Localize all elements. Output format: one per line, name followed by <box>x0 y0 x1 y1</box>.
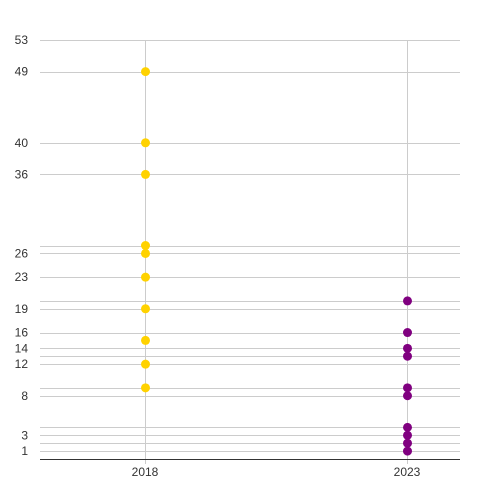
data-point-2023 <box>403 343 412 353</box>
y-tick-label: 36 <box>15 167 29 181</box>
y-tick-label: 26 <box>15 246 29 260</box>
y-tick-label: 19 <box>15 302 29 316</box>
data-point-2018 <box>141 67 150 77</box>
data-point-2023 <box>403 391 412 401</box>
x-tick-labels: 2018 2023 <box>132 459 421 479</box>
data-point-2018 <box>141 383 150 393</box>
data-point-2023 <box>403 438 412 448</box>
data-point-2018 <box>141 272 150 282</box>
data-point-2018 <box>141 241 150 251</box>
data-point-2023 <box>403 296 412 306</box>
y-tick-label: 8 <box>21 389 28 403</box>
y-tick-label: 23 <box>15 270 29 284</box>
y-tick-label: 1 <box>21 444 28 458</box>
data-point-2018 <box>141 335 150 345</box>
y-tick-label: 3 <box>21 428 28 442</box>
gridlines <box>40 40 460 459</box>
data-point-2018 <box>141 359 150 369</box>
data-point-2018 <box>141 248 150 258</box>
y-tick-label: 14 <box>15 341 29 355</box>
x-tick-label: 2018 <box>132 465 159 479</box>
data-point-2018 <box>141 304 150 314</box>
data-point-2023 <box>403 328 412 338</box>
data-point-2023 <box>403 430 412 440</box>
y-tick-label: 49 <box>15 65 29 79</box>
data-point-2023 <box>403 383 412 393</box>
y-tick-label: 53 <box>15 33 29 47</box>
y-tick-label: 40 <box>15 136 29 150</box>
data-points <box>141 67 412 456</box>
data-point-2023 <box>403 351 412 361</box>
data-point-2018 <box>141 169 150 179</box>
y-tick-label: 16 <box>15 326 29 340</box>
data-point-2018 <box>141 138 150 148</box>
y-tick-label: 12 <box>15 357 29 371</box>
data-point-2023 <box>403 446 412 456</box>
data-point-2023 <box>403 422 412 432</box>
x-tick-label: 2023 <box>394 465 421 479</box>
